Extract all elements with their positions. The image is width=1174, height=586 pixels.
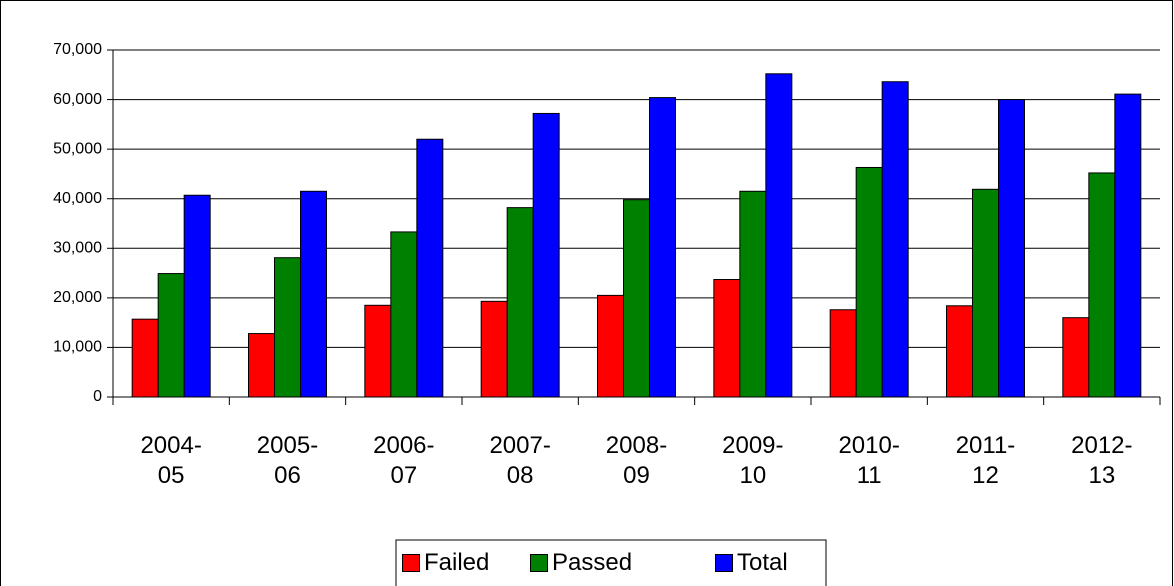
x-tick-label: 2010- 11 <box>838 432 900 489</box>
legend-box <box>395 539 827 586</box>
bar <box>157 273 185 398</box>
bar <box>1114 93 1142 398</box>
x-tick-label: 2006- 07 <box>373 432 435 489</box>
x-tick-label: 2008- 09 <box>605 432 668 489</box>
y-tick-label: 70,000 <box>53 41 102 58</box>
bar <box>597 294 624 398</box>
bar <box>274 257 301 398</box>
y-tick-label: 60,000 <box>53 91 102 108</box>
bar <box>131 318 159 398</box>
bar <box>739 190 767 398</box>
x-tick-label: 2004- 05 <box>140 432 202 489</box>
x-tick-label: 2009- 10 <box>722 432 784 489</box>
y-tick-label: 40,000 <box>53 190 102 207</box>
x-tick-label: 2012- 13 <box>1071 432 1133 489</box>
y-tick-label: 10,000 <box>53 339 102 356</box>
y-tick-label: 30,000 <box>53 240 102 257</box>
bar <box>998 99 1025 398</box>
x-tick-label: 2011- 12 <box>955 432 1016 489</box>
bar <box>829 309 857 398</box>
y-tick-label: 20,000 <box>53 289 102 306</box>
bar <box>364 304 392 398</box>
bar <box>713 279 741 398</box>
legend-label: Failed <box>424 549 490 576</box>
bar <box>946 305 973 398</box>
bar <box>765 73 793 398</box>
y-tick-label: 0 <box>93 388 102 405</box>
bar <box>532 112 560 398</box>
x-tick-label: 2007- 08 <box>489 432 551 489</box>
legend-label: Passed <box>552 549 633 576</box>
bar <box>506 207 534 398</box>
bar <box>1062 317 1090 398</box>
bar <box>300 190 327 398</box>
bar <box>416 138 444 398</box>
legend-label: Total <box>737 549 788 576</box>
legend-swatch <box>530 554 548 572</box>
x-tick-label: 2005- 06 <box>256 432 319 489</box>
legend-swatch <box>715 554 733 572</box>
bar <box>390 231 418 398</box>
bar <box>855 166 883 398</box>
bar <box>248 333 275 398</box>
bar <box>480 300 508 398</box>
bar <box>183 194 211 398</box>
y-tick-label: 50,000 <box>53 140 102 157</box>
legend-swatch <box>402 554 420 572</box>
bar <box>972 188 999 398</box>
bar <box>881 81 909 398</box>
bar <box>623 199 650 398</box>
bar <box>649 97 676 398</box>
bar <box>1088 172 1116 398</box>
